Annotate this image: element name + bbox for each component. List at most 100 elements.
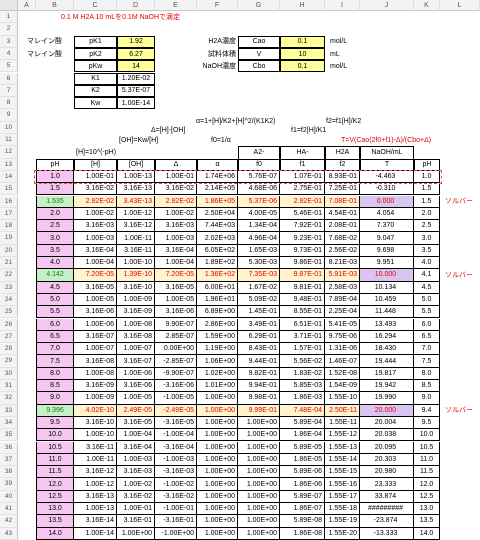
- data-cell[interactable]: 9.98E-01: [238, 392, 280, 405]
- data-cell[interactable]: 2.92E-02: [74, 195, 117, 208]
- data-cell[interactable]: -1.00E-04: [155, 429, 197, 442]
- data-cell[interactable]: 9.44E-01: [238, 355, 280, 368]
- data-cell[interactable]: 8.21E-03: [325, 257, 360, 270]
- data-cell[interactable]: 8.43E-01: [238, 343, 280, 356]
- data-cell[interactable]: 2.0: [36, 207, 74, 221]
- data-cell[interactable]: 3.16E-06: [117, 380, 155, 393]
- data-cell[interactable]: 1.67E-02: [238, 281, 280, 294]
- data-cell[interactable]: 1.00E-10: [74, 429, 117, 442]
- data-cell[interactable]: 20.980: [360, 466, 414, 479]
- data-cell[interactable]: 1.00E-05: [117, 392, 155, 405]
- data-cell[interactable]: 5.89E-04: [280, 416, 325, 430]
- data-cell[interactable]: 1.00E+00: [197, 515, 238, 528]
- row-header-24[interactable]: 24: [0, 293, 18, 307]
- data-cell[interactable]: 9.047: [360, 232, 414, 245]
- row-header-10[interactable]: 10: [0, 121, 18, 134]
- row-header-32[interactable]: 32: [0, 392, 18, 405]
- column-header-k[interactable]: K: [414, 0, 440, 11]
- data-cell[interactable]: 10.0: [36, 429, 74, 442]
- data-cell[interactable]: 1.00E-05: [155, 293, 197, 307]
- data-cell[interactable]: 1.00E-06: [74, 318, 117, 331]
- row-header-43[interactable]: 43: [0, 527, 18, 540]
- data-cell[interactable]: -1.00E-03: [155, 453, 197, 467]
- data-cell[interactable]: 1.00E-05: [74, 293, 117, 307]
- row-header-19[interactable]: 19: [0, 232, 18, 245]
- data-cell[interactable]: 4.5: [414, 281, 440, 294]
- column-header-a[interactable]: A: [18, 0, 36, 11]
- data-cell[interactable]: 3.16E-08: [117, 330, 155, 344]
- data-cell[interactable]: 1.00E-02: [74, 207, 117, 221]
- data-cell[interactable]: 1.96E+01: [197, 293, 238, 307]
- data-cell[interactable]: 9.698: [360, 244, 414, 257]
- data-cell[interactable]: 8.55E-01: [280, 306, 325, 319]
- data-cell[interactable]: 6.0: [414, 318, 440, 331]
- data-cell[interactable]: 3.16E-02: [117, 490, 155, 503]
- column-header-b[interactable]: B: [36, 0, 74, 11]
- data-cell[interactable]: 7.92E-01: [280, 220, 325, 233]
- row-header-40[interactable]: 40: [0, 490, 18, 503]
- data-cell[interactable]: 3.16E-05: [74, 281, 117, 294]
- data-cell[interactable]: 2.5: [414, 220, 440, 233]
- data-cell[interactable]: 6.0: [36, 318, 74, 331]
- data-cell[interactable]: 3.16E-11: [117, 244, 155, 257]
- param-value[interactable]: 6.27: [117, 47, 155, 61]
- data-cell[interactable]: 2.85E-07: [155, 330, 197, 344]
- data-cell[interactable]: 1.5: [414, 195, 440, 208]
- data-cell[interactable]: 10.459: [360, 293, 414, 307]
- data-cell[interactable]: 1.00E-09: [74, 392, 117, 405]
- row-header-41[interactable]: 41: [0, 503, 18, 516]
- row-header-1[interactable]: 1: [0, 11, 18, 24]
- row-header-18[interactable]: 18: [0, 220, 18, 233]
- data-cell[interactable]: 1.00E+00: [238, 429, 280, 442]
- data-cell[interactable]: 1.00E-07: [117, 343, 155, 356]
- data-cell[interactable]: 7.44E+03: [197, 220, 238, 233]
- data-cell[interactable]: 13.0: [36, 503, 74, 516]
- data-cell[interactable]: 7.5: [36, 355, 74, 368]
- data-cell[interactable]: 10.5: [414, 441, 440, 454]
- data-cell[interactable]: 2.92E-02: [155, 195, 197, 208]
- data-cell[interactable]: 1.00E-13: [74, 503, 117, 516]
- data-cell[interactable]: 4.5: [36, 281, 74, 294]
- column-header-l[interactable]: L: [440, 0, 480, 11]
- data-cell[interactable]: -0.310: [360, 183, 414, 196]
- data-cell[interactable]: 2.49E-05: [117, 404, 155, 417]
- data-cell[interactable]: 1.00E-04: [74, 257, 117, 270]
- row-header-33[interactable]: 33: [0, 404, 18, 417]
- data-cell[interactable]: 1.02E+00: [197, 367, 238, 380]
- data-cell[interactable]: 33.874: [360, 490, 414, 503]
- data-cell[interactable]: 1.86E-06: [280, 478, 325, 491]
- data-cell[interactable]: 1.55E-17: [325, 490, 360, 503]
- data-cell[interactable]: 1.00E-12: [117, 207, 155, 221]
- data-cell[interactable]: 1.55E-18: [325, 503, 360, 516]
- data-cell[interactable]: 3.16E-11: [74, 441, 117, 454]
- data-cell[interactable]: 1.55E-12: [325, 429, 360, 442]
- data-cell[interactable]: 4.96E-04: [238, 232, 280, 245]
- row-header-14[interactable]: 14: [0, 170, 18, 184]
- data-cell[interactable]: 1.83E-02: [280, 367, 325, 380]
- row-header-25[interactable]: 25: [0, 306, 18, 319]
- data-cell[interactable]: 5.89E-06: [280, 466, 325, 479]
- data-cell[interactable]: 2.56E-02: [325, 244, 360, 257]
- row-header-2[interactable]: 2: [0, 23, 18, 36]
- data-cell[interactable]: 1.00E-14: [74, 527, 117, 540]
- data-cell[interactable]: 5.5: [36, 306, 74, 319]
- data-cell[interactable]: 1.00E-08: [117, 318, 155, 331]
- data-cell[interactable]: 1.00E-06: [117, 367, 155, 380]
- data-cell[interactable]: 1.00E+00: [238, 478, 280, 491]
- data-cell[interactable]: -1.00E-05: [155, 392, 197, 405]
- data-cell[interactable]: 1.00E+00: [238, 527, 280, 540]
- data-cell[interactable]: 3.16E-04: [117, 441, 155, 454]
- data-cell[interactable]: -3.16E-03: [155, 466, 197, 479]
- data-cell[interactable]: 6.51E-01: [280, 318, 325, 331]
- data-cell[interactable]: 1.0: [414, 170, 440, 184]
- data-cell[interactable]: 7.0: [36, 343, 74, 356]
- conc-value[interactable]: 10: [280, 47, 325, 61]
- row-header-28[interactable]: 28: [0, 343, 18, 356]
- data-cell[interactable]: 4.0: [414, 257, 440, 270]
- data-cell[interactable]: 6.05E+02: [197, 244, 238, 257]
- data-cell[interactable]: 1.39E-10: [117, 269, 155, 282]
- data-cell[interactable]: 1.00E+00: [238, 490, 280, 503]
- data-cell[interactable]: 1.00E-01: [155, 170, 197, 184]
- data-cell[interactable]: #########: [360, 503, 414, 516]
- data-cell[interactable]: 11.5: [36, 466, 74, 479]
